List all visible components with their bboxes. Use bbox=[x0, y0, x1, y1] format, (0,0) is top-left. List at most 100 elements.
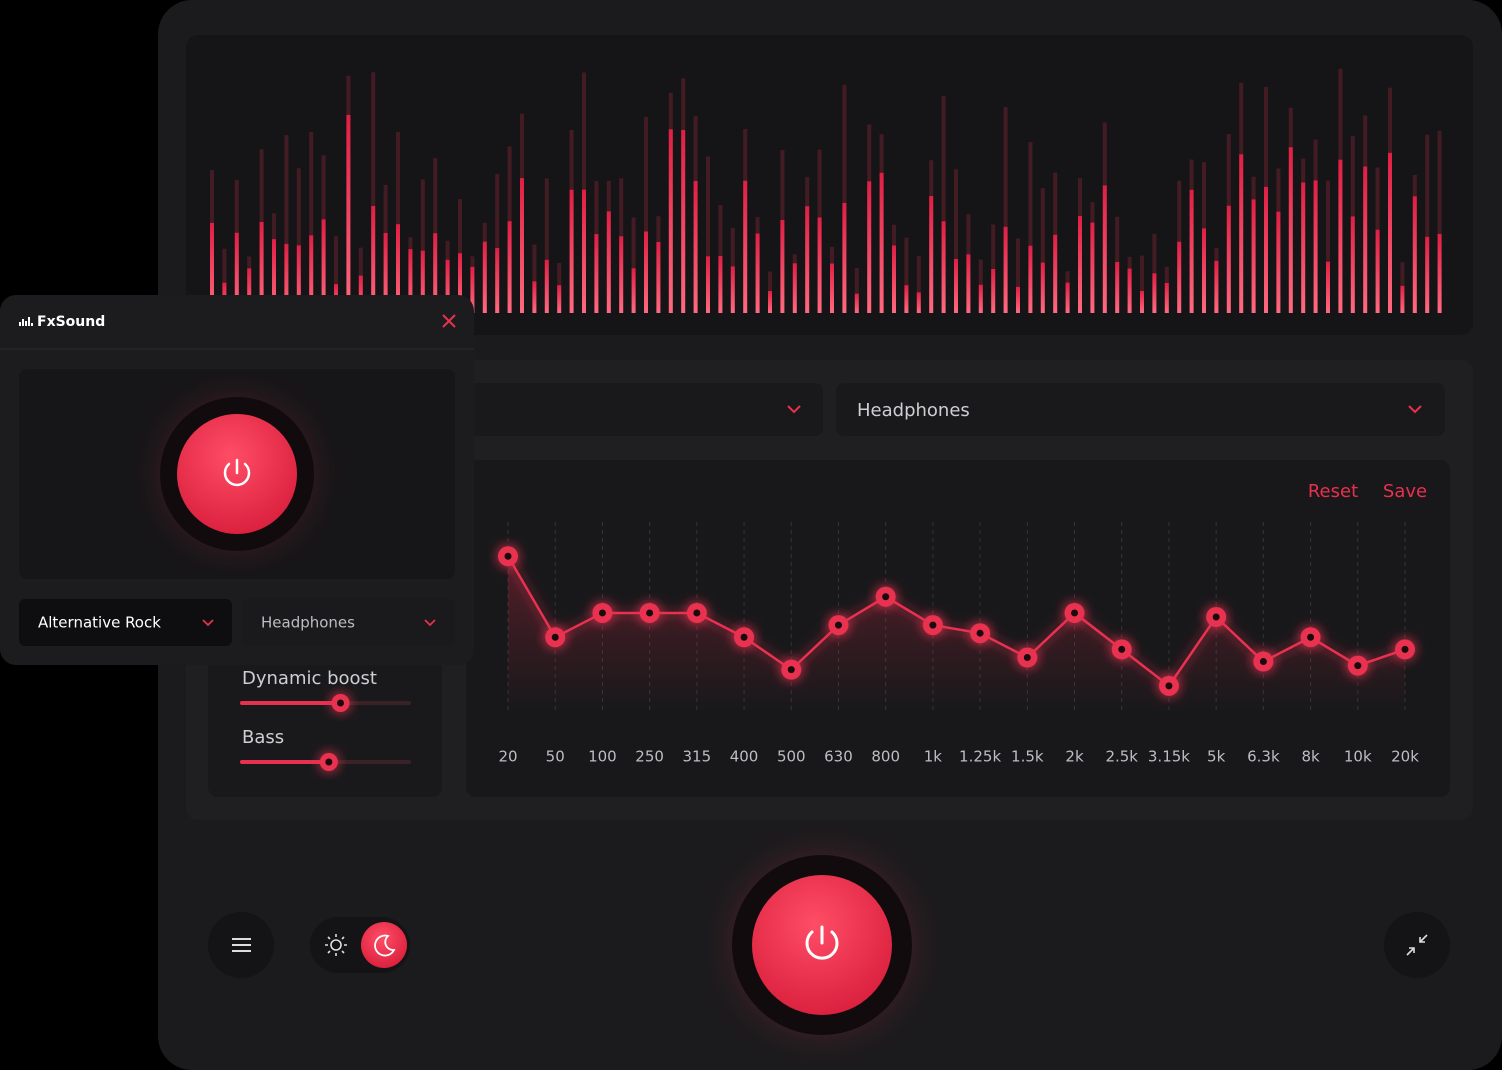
eq-point-core bbox=[504, 552, 512, 560]
eq-point-core bbox=[1071, 609, 1079, 617]
spectrum-bar bbox=[396, 224, 400, 313]
spectrum-bar bbox=[1226, 205, 1231, 313]
eq-point-core bbox=[1118, 645, 1126, 653]
spectrum-bar bbox=[358, 275, 363, 313]
spectrum-bar bbox=[631, 268, 636, 313]
spectrum-bar bbox=[1140, 290, 1144, 313]
spectrum-bar bbox=[1053, 234, 1058, 313]
spectrum-bar bbox=[1078, 216, 1082, 313]
spectrum-bar bbox=[978, 284, 983, 313]
spectrum-bar bbox=[247, 268, 252, 313]
spectrum-bar bbox=[210, 222, 214, 313]
spectrum-bar bbox=[1016, 286, 1020, 313]
spectrum-bar bbox=[1189, 189, 1194, 313]
spectrum-bar bbox=[1425, 236, 1430, 313]
preset-dropdown[interactable] bbox=[400, 383, 823, 436]
spectrum-bar-ghost bbox=[706, 156, 710, 313]
band-label: 5k bbox=[1207, 748, 1226, 766]
spectrum-bar bbox=[234, 232, 239, 313]
logo-icon bbox=[19, 317, 33, 326]
spectrum-bar bbox=[371, 205, 376, 313]
spectrum-bar-ghost bbox=[1425, 134, 1430, 313]
save-button[interactable]: Save bbox=[1383, 481, 1427, 502]
spectrum-bar bbox=[1388, 152, 1392, 313]
sliders: Dynamic boost Bass bbox=[240, 668, 411, 771]
spectrum-bar bbox=[966, 254, 971, 313]
spectrum-bar bbox=[1152, 273, 1157, 313]
spectrum-bar bbox=[1090, 222, 1095, 313]
spectrum-bar bbox=[1313, 180, 1318, 313]
band-label: 250 bbox=[635, 748, 664, 766]
band-label: 2k bbox=[1065, 748, 1084, 766]
spectrum-bar-ghost bbox=[854, 267, 859, 313]
spectrum-bar bbox=[1412, 196, 1417, 313]
close-button[interactable] bbox=[442, 314, 456, 328]
collapse-icon bbox=[1406, 934, 1428, 956]
spectrum-bar bbox=[854, 293, 859, 313]
band-label: 3.15k bbox=[1148, 748, 1190, 766]
spectrum-bar bbox=[296, 245, 301, 313]
spectrum-bar bbox=[706, 256, 710, 313]
spectrum-bar bbox=[482, 241, 487, 313]
spectrum-bar-ghost bbox=[842, 84, 847, 314]
output-dropdown[interactable] bbox=[242, 599, 455, 646]
spectrum-bar bbox=[805, 206, 810, 313]
power-icon bbox=[805, 925, 839, 960]
spectrum-bar bbox=[582, 189, 586, 313]
spectrum-bar bbox=[1003, 226, 1008, 313]
menu-icon bbox=[232, 938, 251, 952]
spectrum-bar bbox=[346, 114, 351, 313]
spectrum-bar bbox=[644, 231, 648, 313]
spectrum-bar bbox=[1350, 216, 1355, 313]
eq-point-core bbox=[693, 609, 701, 617]
spectrum-bar bbox=[495, 248, 500, 313]
eq-point-core bbox=[1212, 613, 1220, 621]
eq-point-core bbox=[929, 621, 937, 629]
output-dropdown[interactable] bbox=[836, 383, 1445, 436]
spectrum-bar bbox=[1326, 261, 1330, 313]
visualizer bbox=[210, 68, 1442, 314]
spectrum-bar-ghost bbox=[420, 179, 425, 313]
band-label: 315 bbox=[683, 748, 712, 766]
eq-point-core bbox=[1259, 658, 1267, 666]
reset-button[interactable]: Reset bbox=[1308, 481, 1358, 502]
output-label: Headphones bbox=[261, 614, 355, 632]
spectrum-bar-ghost bbox=[941, 95, 946, 313]
spectrum-bar-ghost bbox=[644, 116, 648, 313]
power-button[interactable] bbox=[752, 875, 892, 1015]
band-label: 10k bbox=[1344, 748, 1372, 766]
band-label: 800 bbox=[871, 748, 900, 766]
spectrum-bar bbox=[904, 285, 909, 313]
spectrum-bar bbox=[1214, 260, 1219, 313]
spectrum-bar bbox=[1115, 262, 1120, 313]
spectrum-bar bbox=[842, 202, 847, 313]
spectrum-bar-ghost bbox=[1028, 141, 1033, 313]
spectrum-bar bbox=[941, 221, 946, 313]
spectrum-bar bbox=[259, 222, 264, 313]
collapse-button[interactable] bbox=[1384, 912, 1450, 978]
spectrum-bar-ghost bbox=[904, 237, 909, 313]
spectrum-bar bbox=[309, 235, 314, 313]
spectrum-bar bbox=[755, 233, 760, 313]
spectrum-bar bbox=[420, 250, 425, 313]
spectrum-bar-ghost bbox=[954, 169, 958, 313]
spectrum-bar bbox=[557, 285, 562, 313]
spectrum-bar bbox=[1264, 186, 1268, 313]
spectrum-bar bbox=[1251, 199, 1256, 313]
spectrum-bar-ghost bbox=[1040, 188, 1045, 313]
spectrum-bar bbox=[1239, 154, 1244, 313]
slider-knob-core bbox=[337, 699, 345, 707]
spectrum-bar bbox=[656, 242, 661, 313]
spectrum-bar-ghost bbox=[1326, 180, 1330, 313]
spectrum-bar bbox=[1028, 245, 1033, 313]
spectrum-bar-ghost bbox=[631, 217, 636, 313]
spectrum-bar bbox=[1276, 211, 1281, 313]
eq-point-core bbox=[1354, 662, 1362, 670]
output-label: Headphones bbox=[857, 400, 970, 421]
band-label: 2.5k bbox=[1105, 748, 1138, 766]
eq-point-core bbox=[882, 593, 890, 601]
spectrum-bar bbox=[817, 217, 822, 313]
dark-mode-button[interactable] bbox=[361, 922, 407, 968]
spectrum-bar bbox=[606, 211, 611, 313]
preset-dropdown[interactable] bbox=[19, 599, 232, 646]
